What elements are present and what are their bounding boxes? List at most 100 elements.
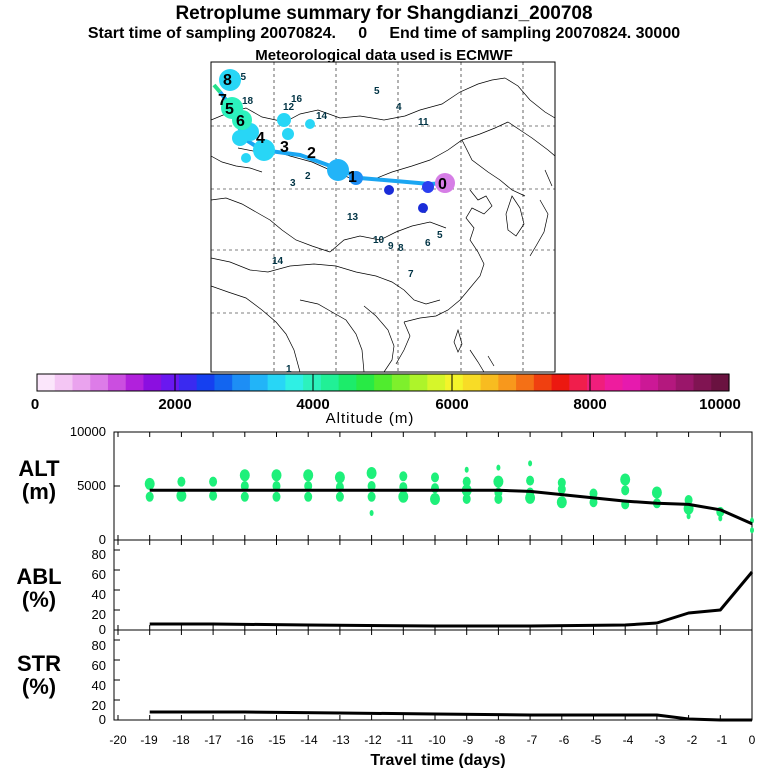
colorbar-swatch (569, 374, 588, 391)
colorbar-swatch (125, 374, 145, 391)
colorbar-swatch (267, 374, 287, 391)
x-tick: -19 (140, 733, 158, 747)
x-tick: -12 (364, 733, 382, 747)
altitude-cluster-point (271, 469, 282, 482)
panel-labels: ALT (m) ABL (%) STR (%) (16, 456, 61, 699)
altitude-cluster-point (335, 491, 344, 502)
alt-mean-line (149, 488, 753, 526)
altitude-cluster-point (209, 476, 218, 487)
altitude-cluster-point (304, 481, 313, 491)
altitude-cluster-point (464, 466, 469, 473)
abl-label: ABL (16, 564, 61, 589)
colorbar-swatch (214, 374, 233, 391)
trajectory-path-tail (212, 83, 222, 94)
colorbar-swatches (37, 374, 730, 391)
x-tick: -18 (172, 733, 190, 747)
x-tick: -11 (397, 733, 414, 747)
colorbar-swatch (587, 374, 606, 391)
cluster-label: 5 (374, 86, 380, 97)
colorbar-label: Altitude (m) (326, 410, 415, 427)
altitude-cluster-point (240, 481, 249, 491)
x-tick: -2 (687, 733, 698, 747)
x-tick: -15 (268, 733, 286, 747)
altitude-cluster-point (462, 493, 471, 504)
cluster-label: 13 (347, 212, 359, 223)
cluster-label: 3 (290, 178, 296, 189)
str-y-tick: 40 (92, 678, 106, 693)
colorbar-swatch (622, 374, 641, 391)
x-tick: -13 (332, 733, 350, 747)
altitude-cluster-point (620, 473, 631, 486)
abl-y-tick: 40 (92, 587, 106, 602)
cluster-circle (327, 159, 349, 181)
abl-y-tick: 60 (92, 567, 106, 582)
cluster-label: 2 (305, 171, 311, 182)
x-tick: -9 (463, 733, 474, 747)
cluster-circle (277, 113, 291, 127)
abl-unit: (%) (22, 587, 56, 612)
x-tick: -6 (559, 733, 570, 747)
altitude-cluster-point (272, 481, 281, 491)
colorbar-swatch (462, 374, 482, 391)
cluster-label: 14 (316, 111, 328, 122)
colorbar-swatch (54, 374, 74, 391)
abl-y-tick: 80 (92, 547, 106, 562)
cluster-label: 15 (235, 72, 247, 83)
altitude-cluster-point (177, 476, 186, 487)
cluster-circle (232, 130, 248, 146)
altitude-cluster-point (334, 471, 345, 484)
colorbar-tick: 10000 (699, 396, 741, 413)
cluster-circle (282, 128, 294, 140)
abl-y-tick: 0 (99, 622, 106, 637)
altitude-cluster-point (430, 492, 440, 505)
colorbar-frame (36, 373, 730, 392)
x-tick: -7 (527, 733, 538, 747)
trajectory-clusters (219, 69, 455, 213)
cluster-circle (241, 153, 251, 163)
trajectory-label: 7 (218, 92, 227, 109)
abl-line (149, 571, 754, 628)
altitude-cluster-point (398, 490, 409, 503)
colorbar-swatch (303, 374, 322, 391)
trajectory-label: 5 (225, 101, 234, 118)
altitude-cluster-point (718, 515, 723, 522)
x-tick: -16 (236, 733, 254, 747)
colorbar-swatch (338, 374, 357, 391)
altitude-cluster-point (750, 527, 754, 534)
colorbar-swatch (445, 374, 464, 391)
altitude-cluster-point (240, 491, 249, 502)
cluster-circle (422, 181, 434, 193)
x-tick-labels: -20 -19 -18 -17 -16 -15 -14 -13 -12 -11 … (109, 733, 755, 747)
colorbar-swatch (107, 374, 127, 391)
alt-y-tick: 5000 (77, 478, 106, 493)
trajectory-label: 3 (280, 139, 289, 156)
cluster-label: 8 (398, 243, 404, 254)
altitude-cluster-point (651, 486, 662, 499)
colorbar-swatch (640, 374, 659, 391)
cluster-label: 9 (388, 241, 394, 252)
trajectory-label: 1 (348, 169, 357, 186)
x-tick: -1 (717, 733, 728, 747)
str-y-tick: 80 (92, 638, 106, 653)
altitude-cluster-point (684, 495, 693, 506)
altitude-cluster-point (431, 472, 439, 483)
cluster-circle (435, 173, 455, 193)
trajectory-label: 8 (223, 72, 232, 89)
colorbar-swatch (356, 374, 375, 391)
colorbar-swatch (374, 374, 393, 391)
colorbar-swatch (409, 374, 428, 391)
altitude-cluster-point (366, 467, 377, 480)
colorbar-tick: 2000 (158, 396, 191, 413)
cluster-labels: 15 18 16 12 14 11 13 10 9 8 5 6 4 3 2 7 … (235, 72, 443, 375)
trajectory-label: 4 (256, 130, 265, 147)
time-series-panels: ALT (m) ABL (%) STR (%) 10000 5000 0 80 … (16, 424, 755, 768)
colorbar-swatch (658, 374, 677, 391)
colorbar-swatch (320, 374, 340, 391)
colorbar-swatch (285, 374, 304, 391)
cluster-label: 6 (425, 238, 431, 249)
colorbar-swatch (232, 374, 251, 391)
altitude-cluster-point (144, 477, 155, 490)
altitude-cluster-point (176, 489, 187, 502)
altitude-cluster-point (621, 485, 630, 496)
trajectory-label: 2 (307, 145, 316, 162)
